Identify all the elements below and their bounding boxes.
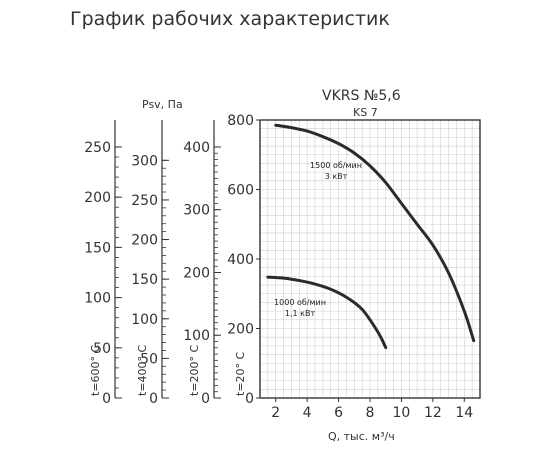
scale-tick-label: 200 [84,190,111,206]
y-tick-label: 400 [227,252,254,268]
scale-tick-label: 300 [131,153,158,169]
x-tick-label: 10 [393,405,411,421]
temperature-scale-label: t=600° C [89,344,102,396]
x-tick-label: 8 [366,405,375,421]
page-title: График рабочих характеристик [70,8,390,30]
scale-tick-label: 100 [183,328,210,344]
scale-tick-label: 200 [183,265,210,281]
scale-tick-label: 0 [102,391,111,407]
scale-tick-label: 400 [183,140,210,156]
x-tick-label: 12 [424,405,442,421]
scale-tick-label: 250 [84,140,111,156]
performance-curves [266,123,476,350]
y-axis-label: Psv, Па [142,98,183,111]
scale-tick-label: 150 [84,240,111,256]
scale-tick-label: 100 [131,312,158,328]
chart-title: VKRS №5,6 [322,88,401,104]
x-axis-label: Q, тыс. м³/ч [328,430,395,443]
y-tick-label: 800 [227,113,254,129]
x-tick-label: 6 [334,405,343,421]
series-label-speed: 1500 об/мин [310,161,362,170]
scale-tick-label: 300 [183,203,210,219]
series-line-1 [274,123,476,343]
scale-tick-label: 0 [201,391,210,407]
scale-tick-label: 250 [131,193,158,209]
y-tick-label: 600 [227,183,254,199]
x-tick-label: 14 [455,405,473,421]
temperature-scale-label: t=20° C [234,351,247,396]
y-tick-label: 0 [245,391,254,407]
x-tick-label: 2 [271,405,280,421]
scale-tick-label: 200 [131,233,158,249]
scale-tick-label: 150 [131,272,158,288]
scale-tick-label: 50 [93,341,111,357]
scale-tick-label: 0 [149,391,158,407]
series-label-power: 1,1 кВт [285,309,316,318]
temperature-scale-label: t=400° C [136,344,149,396]
series-line-2 [266,275,388,350]
y-tick-label: 200 [227,322,254,338]
scale-tick-label: 100 [84,291,111,307]
chart-labels: 0 200 400 600 800 2 4 6 8 10 12 14 Psv, Па VKRS №5,6 K… [142,88,473,443]
scale-tick-label: 50 [140,351,158,367]
grid [259,119,481,399]
series-label-power: 3 кВт [325,172,348,181]
x-tick-label: 4 [303,405,312,421]
series-label-speed: 1000 об/мин [274,298,326,307]
chart-subtitle: KS 7 [353,106,378,119]
temperature-scale-label: t=200° C [188,344,201,396]
